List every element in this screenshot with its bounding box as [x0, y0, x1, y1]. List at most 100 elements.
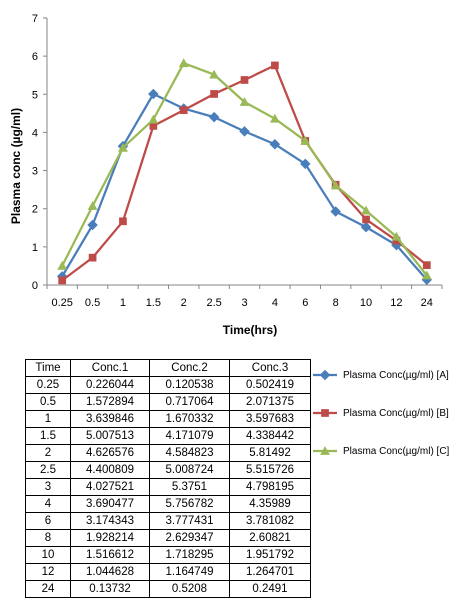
table-cell: 1.164749 — [149, 563, 230, 581]
data-point — [208, 111, 220, 123]
table-cell: 4.35989 — [229, 495, 311, 513]
table-cell: 4.171079 — [149, 427, 230, 445]
series-line — [61, 92, 428, 281]
table-cell: 3.781082 — [229, 512, 311, 530]
x-axis-ticks: 0.25 0.5 1 1.5 2 2.5 3 4 6 8 10 12 24 — [46, 285, 443, 309]
x-tick-label: 4 — [272, 297, 278, 309]
table-header-cell: Conc.1 — [70, 359, 150, 377]
y-tick-label: 4 — [32, 127, 38, 139]
table-cell: 3 — [25, 478, 71, 496]
table-header-cell: Conc.3 — [229, 359, 311, 377]
table-row: 24 0.13732 0.5208 0.2491 — [25, 580, 311, 598]
table-cell: 5.515726 — [229, 461, 311, 479]
table-cell: 3.690477 — [70, 495, 150, 513]
table-cell: 2.071375 — [229, 393, 311, 411]
y-tick-label: 2 — [32, 204, 38, 216]
table-cell: 2.629347 — [149, 529, 230, 547]
data-point — [178, 58, 189, 68]
table-cell: 6 — [25, 512, 71, 530]
data-point — [58, 276, 67, 285]
table-cell: 10 — [25, 546, 71, 564]
data-point — [87, 201, 98, 210]
data-point — [87, 219, 98, 231]
table-cell: 3.777431 — [149, 512, 230, 530]
table-cell: 0.717064 — [149, 393, 230, 411]
table-row: 2.5 4.400809 5.008724 5.515726 — [25, 461, 311, 479]
data-point — [422, 261, 431, 269]
table-cell: 2 — [25, 444, 71, 462]
x-tick-label: 6 — [302, 297, 308, 309]
data-point — [240, 76, 249, 84]
table-row: 3 4.027521 5.3751 4.798195 — [25, 478, 311, 496]
table-cell: 5.007513 — [70, 427, 150, 445]
table-row: 12 1.044628 1.164749 1.264701 — [25, 563, 311, 581]
table-cell: 4.626576 — [70, 444, 150, 462]
table-cell: 4.027521 — [70, 478, 150, 496]
data-point — [210, 90, 218, 98]
series-a — [56, 88, 433, 286]
table-cell: 0.25 — [25, 376, 71, 394]
data-point — [239, 97, 250, 106]
x-axis-label: Time(hrs) — [223, 323, 277, 337]
x-tick-label: 2 — [181, 297, 187, 309]
series-b — [58, 61, 431, 285]
table-cell: 0.13732 — [70, 580, 150, 598]
table-cell: 0.5 — [25, 393, 71, 411]
legend-swatch-icon — [313, 446, 337, 455]
table-cell: 1.928214 — [70, 529, 150, 547]
data-point — [421, 270, 432, 280]
table-header-cell: Conc.2 — [149, 359, 230, 377]
table-row: 6 3.174343 3.777431 3.781082 — [25, 512, 311, 530]
data-point — [239, 126, 250, 137]
table-cell: 1.044628 — [70, 563, 150, 581]
table-row: 2 4.626576 4.584823 5.81492 — [25, 444, 311, 462]
table-cell: 2.5 — [25, 461, 71, 479]
y-tick-label: 6 — [32, 51, 38, 63]
table-cell: 1 — [25, 410, 71, 428]
data-point — [330, 206, 341, 217]
table-cell: 4.338442 — [229, 427, 311, 445]
y-axis-label: Plasma conc (µg/ml) — [9, 108, 23, 224]
table-cell: 1.572894 — [70, 393, 150, 411]
table-row: 0.5 1.572894 0.717064 2.071375 — [25, 393, 311, 411]
data-point — [271, 61, 279, 70]
x-tick-label: 1 — [120, 297, 126, 309]
y-tick-label: 5 — [32, 89, 38, 101]
data-point — [300, 158, 311, 170]
data-point — [361, 205, 371, 215]
y-tick-label: 1 — [32, 242, 38, 254]
x-tick-label: 0.5 — [85, 297, 100, 309]
x-tick-label: 12 — [390, 297, 402, 309]
table-cell: 1.516612 — [70, 546, 150, 564]
legend-item-a: Plasma Conc(µg/ml) [A] — [312, 356, 449, 394]
y-axis-ticks: 0 1 2 3 4 5 6 7 — [32, 13, 47, 292]
table-cell: 4.798195 — [229, 478, 311, 496]
table-cell: 0.120538 — [149, 376, 230, 394]
data-point — [179, 106, 188, 114]
table-cell: 1.718295 — [149, 546, 230, 564]
x-tick-label: 1.5 — [146, 297, 161, 309]
table-cell: 4.400809 — [70, 461, 150, 479]
data-point — [118, 142, 128, 152]
legend-swatch-icon — [313, 369, 337, 381]
legend-label: Plasma Conc(µg/ml) [A] — [343, 369, 449, 381]
table-cell: 3.174343 — [70, 512, 150, 530]
x-tick-label: 10 — [360, 297, 372, 309]
table-cell: 0.2491 — [229, 580, 311, 598]
table-cell: 4 — [25, 495, 71, 513]
table-cell: 5.3751 — [149, 478, 230, 496]
table-cell: 0.226044 — [70, 376, 150, 394]
data-point — [148, 114, 159, 124]
y-tick-label: 3 — [32, 166, 38, 178]
table-cell: 12 — [25, 563, 71, 581]
data-point — [149, 122, 158, 130]
data-point — [269, 138, 281, 150]
data-point — [57, 260, 68, 270]
data-table: Time Conc.1 Conc.2 Conc.3 0.25 0.226044 0.120… — [25, 359, 311, 598]
series-c — [57, 58, 432, 280]
legend-item-b: Plasma Conc(µg/ml) [B] — [312, 394, 449, 432]
table-cell: 1.951792 — [229, 546, 311, 564]
x-tick-label: 3 — [241, 297, 247, 309]
x-tick-label: 8 — [333, 297, 339, 309]
